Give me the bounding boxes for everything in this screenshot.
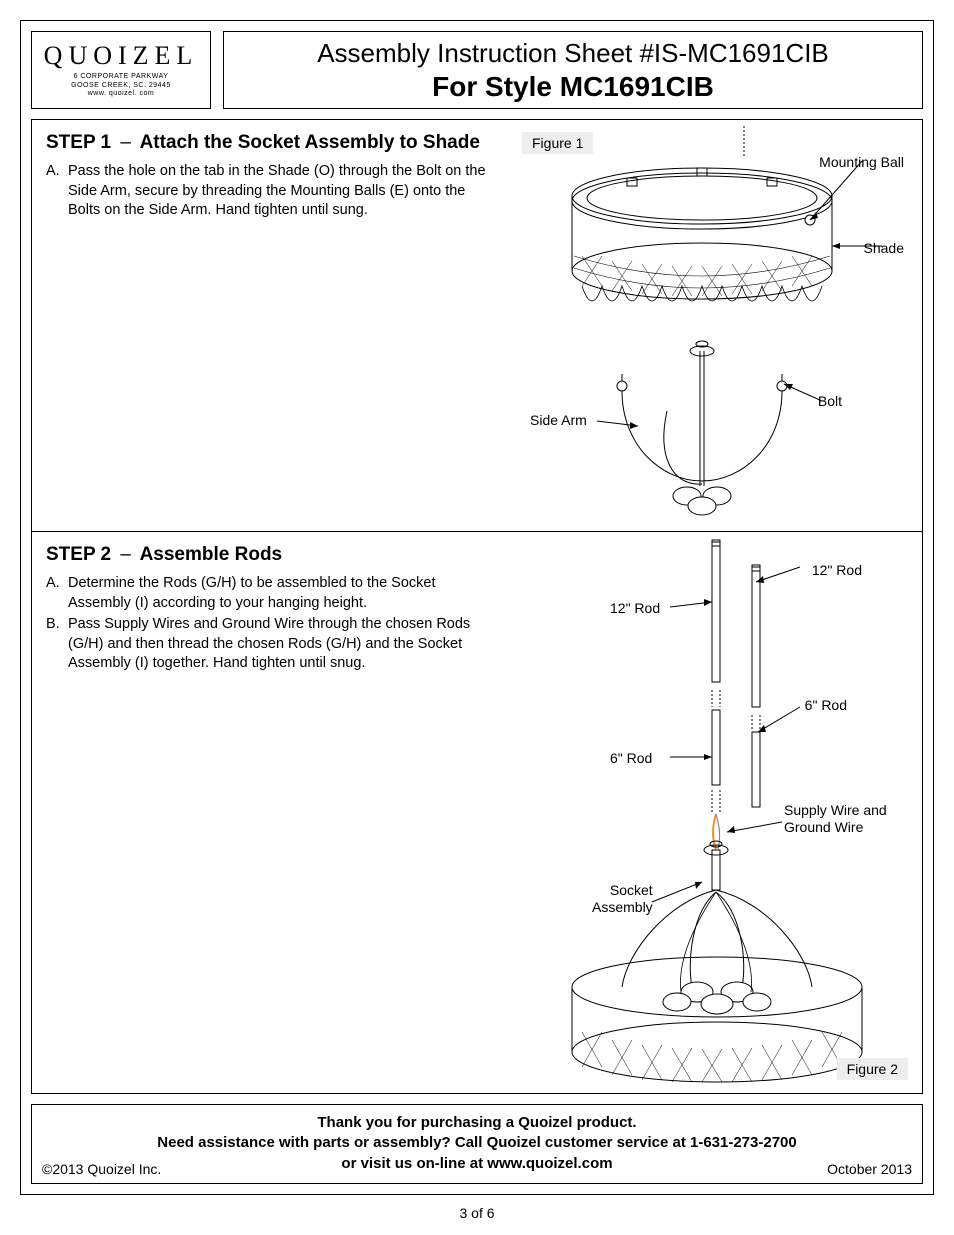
figure2-label: Figure 2: [837, 1058, 908, 1080]
footer-date: October 2013: [827, 1161, 912, 1177]
callout-rod12-left: 12" Rod: [610, 600, 660, 616]
logo-box: QUOIZEL 6 CORPORATE PARKWAY GOOSE CREEK,…: [31, 31, 211, 109]
step2-item-b: B. Pass Supply Wires and Ground Wire thr…: [46, 615, 488, 674]
callout-rod6-right: 6" Rod: [805, 697, 847, 713]
callout-side-arm: Side Arm: [530, 412, 587, 428]
footer-row: ©2013 Quoizel Inc. October 2013: [42, 1161, 912, 1177]
title-line1: Assembly Instruction Sheet #IS-MC1691CIB: [317, 38, 829, 69]
page-number: 3 of 6: [0, 1205, 954, 1221]
step2-item-a: A. Determine the Rods (G/H) to be assemb…: [46, 574, 488, 613]
callout-bolt: Bolt: [818, 393, 842, 409]
header-row: QUOIZEL 6 CORPORATE PARKWAY GOOSE CREEK,…: [31, 31, 923, 109]
page-frame: QUOIZEL 6 CORPORATE PARKWAY GOOSE CREEK,…: [20, 20, 934, 1195]
step1-body: A. Pass the hole on the tab in the Shade…: [32, 162, 502, 221]
brand-address: 6 CORPORATE PARKWAY GOOSE CREEK, SC. 294…: [71, 73, 171, 98]
callout-rod12-right: 12" Rod: [812, 562, 862, 578]
footer-box: Thank you for purchasing a Quoizel produ…: [31, 1104, 923, 1184]
callout-rod6-left: 6" Rod: [610, 750, 652, 766]
step1-panel: STEP 1 – Attach the Socket Assembly to S…: [32, 120, 922, 532]
step1-item-a: A. Pass the hole on the tab in the Shade…: [46, 162, 488, 221]
callout-socket-assembly: Socket Assembly: [592, 882, 653, 916]
step2-panel: STEP 2 – Assemble Rods A. Determine the …: [32, 532, 922, 1092]
title-line2: For Style MC1691CIB: [432, 71, 714, 103]
step2-body: A. Determine the Rods (G/H) to be assemb…: [32, 574, 502, 674]
content-frame: STEP 1 – Attach the Socket Assembly to S…: [31, 119, 923, 1094]
callout-mounting-ball: Mounting Ball: [819, 154, 904, 170]
title-box: Assembly Instruction Sheet #IS-MC1691CIB…: [223, 31, 923, 109]
brand-name: QUOIZEL: [44, 41, 199, 71]
figure1-diagram: [522, 126, 922, 526]
copyright: ©2013 Quoizel Inc.: [42, 1161, 161, 1177]
callout-shade: Shade: [864, 240, 904, 256]
callout-supply-wire: Supply Wire and Ground Wire: [784, 802, 904, 836]
